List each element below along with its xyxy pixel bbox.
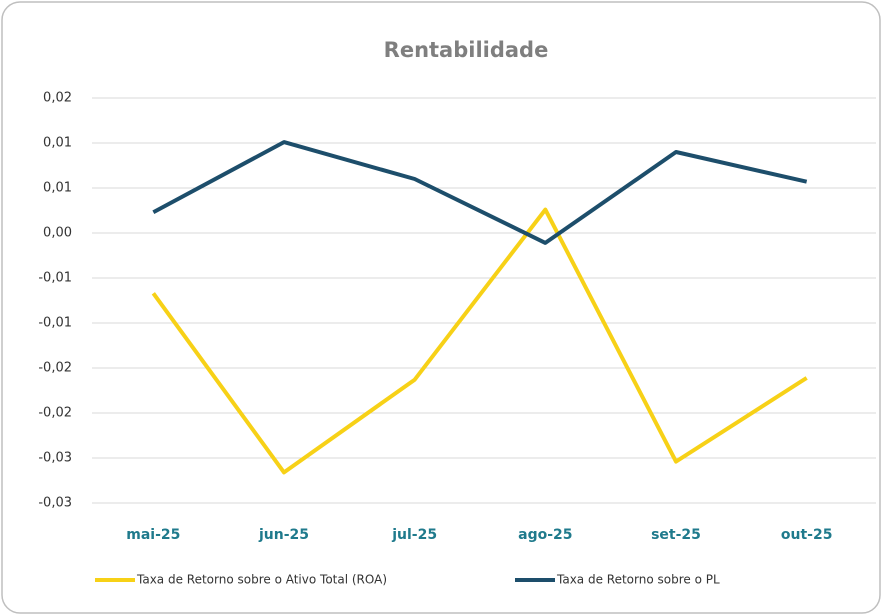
x-tick-label: out-25 [781, 527, 833, 543]
series-line [151, 207, 808, 475]
legend-label: Taxa de Retorno sobre o Ativo Total (ROA… [136, 573, 387, 587]
y-tick-label: -0,03 [38, 496, 72, 511]
x-tick-label: jun-25 [258, 527, 309, 543]
y-tick-label: -0,02 [38, 406, 72, 421]
chart-title: Rentabilidade [384, 38, 549, 62]
y-tick-label: 0,01 [43, 181, 72, 196]
x-tick-label: jul-25 [391, 527, 437, 543]
y-tick-label: 0,00 [43, 226, 72, 241]
y-tick-label: 0,01 [43, 136, 72, 151]
y-tick-label: -0,02 [38, 361, 72, 376]
y-tick-label: 0,02 [43, 91, 72, 106]
legend-label: Taxa de Retorno sobre o PL [556, 573, 720, 587]
y-tick-label: -0,01 [38, 316, 72, 331]
x-tick-label: ago-25 [518, 527, 572, 543]
x-tick-label: set-25 [651, 527, 701, 543]
series-line [152, 140, 808, 245]
y-tick-label: -0,01 [38, 271, 72, 286]
y-tick-label: -0,03 [38, 451, 72, 466]
x-tick-label: mai-25 [126, 527, 180, 543]
